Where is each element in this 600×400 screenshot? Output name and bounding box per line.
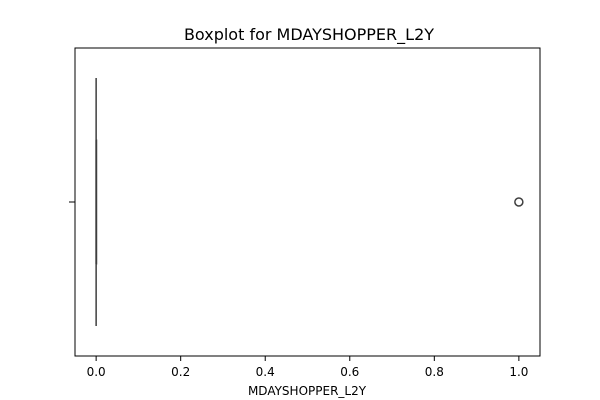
- plot-area-frame: [74, 47, 541, 357]
- outlier-point: [514, 197, 524, 207]
- chart-title: Boxplot for MDAYSHOPPER_L2Y: [184, 25, 434, 45]
- boxplot-series: [95, 78, 524, 326]
- x-tick-label: 0.4: [256, 365, 275, 379]
- x-tick-label: 0.2: [171, 365, 190, 379]
- x-tick-label: 0.8: [425, 365, 444, 379]
- x-tick-label: 0.6: [340, 365, 359, 379]
- x-tick-label: 0.0: [87, 365, 106, 379]
- x-axis-ticks: 0.0 0.2 0.4 0.6 0.8 1.0: [87, 356, 528, 379]
- x-tick-label: 1.0: [509, 365, 528, 379]
- x-axis-label: MDAYSHOPPER_L2Y: [248, 384, 367, 398]
